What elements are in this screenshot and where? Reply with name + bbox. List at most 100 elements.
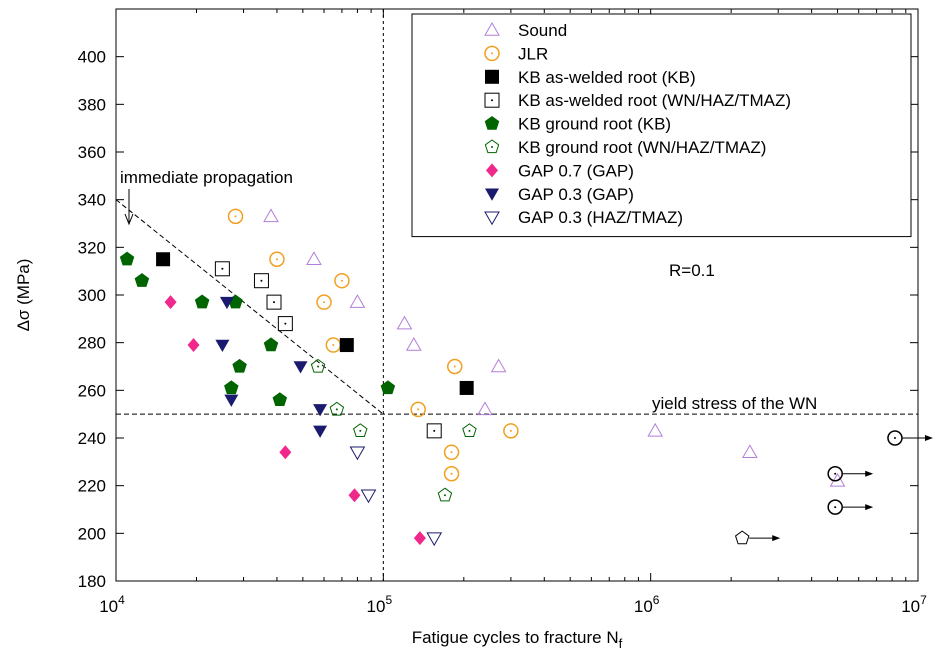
runout-arrowhead [865, 470, 874, 477]
data-point [224, 394, 239, 407]
y-tick-label: 320 [78, 238, 106, 257]
data-point [360, 489, 377, 504]
legend-label: JLR [518, 44, 548, 63]
data-point [293, 361, 308, 374]
axes: 180 200 220 240 260 280 300 320 340 360 380 400 104 1… [78, 9, 927, 616]
annotation-immediate-propagation: immediate propagation [120, 168, 293, 187]
legend-marker [484, 92, 500, 108]
data-point [334, 272, 350, 289]
data-point [349, 294, 366, 308]
data-point [214, 261, 230, 277]
data-point [490, 358, 507, 373]
data-point [269, 251, 285, 267]
data-point [413, 531, 426, 546]
legend-marker [484, 45, 500, 62]
legend-marker [484, 211, 500, 226]
data-point [215, 339, 230, 353]
data-point [443, 444, 460, 461]
annotations: immediate propagation yield stress of th… [120, 168, 817, 413]
data-points [119, 208, 933, 547]
y-tick-label: 220 [78, 477, 106, 496]
data-point [742, 444, 758, 459]
data-point [306, 251, 322, 265]
data-point [277, 316, 293, 332]
annotation-r-ratio: R=0.1 [669, 261, 715, 280]
x-tick-label: 107 [901, 593, 927, 616]
data-point [227, 208, 244, 225]
runout-arrowhead [865, 504, 874, 511]
data-point [266, 294, 282, 310]
immediate-propagation-line [115, 199, 384, 415]
legend-label: KB as-welded root (WN/HAZ/TMAZ) [518, 91, 791, 110]
data-point [316, 294, 332, 310]
data-point [447, 358, 463, 375]
runout-point [887, 430, 903, 446]
y-tick-label: 360 [78, 143, 106, 162]
data-point [310, 358, 326, 373]
data-point [325, 337, 342, 353]
reference-lines [115, 9, 918, 581]
runout-arrowhead [772, 535, 781, 542]
data-point [232, 358, 247, 373]
runout-point [827, 499, 843, 515]
data-point [263, 208, 279, 223]
legend-marker [484, 115, 500, 130]
legend-marker [485, 69, 499, 84]
data-point [224, 380, 239, 395]
data-point [503, 423, 519, 439]
data-point [410, 401, 426, 418]
legend: Sound JLR KB as-welded root (KB) KB as-weld… [411, 13, 912, 238]
annotation-yield-stress: yield stress of the WN [652, 394, 817, 413]
legend-label: Sound [518, 21, 567, 40]
x-tick-label: 104 [99, 593, 125, 616]
data-point [187, 338, 200, 353]
data-point [405, 337, 422, 351]
runout-arrowhead [924, 435, 933, 441]
legend-marker [485, 188, 499, 201]
data-point [164, 295, 177, 310]
legend-label: KB as-welded root (KB) [518, 68, 696, 87]
y-tick-label: 380 [78, 95, 106, 114]
data-point [263, 337, 279, 352]
data-point [462, 423, 477, 438]
data-point [272, 392, 288, 407]
legend-label: GAP 0.3 (GAP) [518, 185, 634, 204]
data-point [348, 488, 361, 503]
data-point [194, 294, 210, 309]
data-point [477, 401, 493, 416]
data-point [313, 404, 328, 417]
data-point [134, 273, 150, 287]
y-tick-label: 180 [78, 572, 106, 591]
y-tick-label: 340 [78, 191, 106, 210]
runout-point [734, 530, 750, 545]
y-tick-label: 200 [78, 524, 106, 543]
data-point [426, 423, 442, 439]
data-point [353, 423, 368, 438]
x-tick-label: 106 [634, 593, 660, 616]
arrowhead [124, 213, 134, 226]
y-tick-label: 400 [78, 48, 106, 67]
y-tick-label: 260 [78, 381, 106, 400]
legend-label: GAP 0.3 (HAZ/TMAZ) [518, 208, 683, 227]
data-point [459, 380, 474, 395]
x-axis-label-subscript: f [619, 636, 623, 651]
x-axis-label: Fatigue cycles to fracture Nf [412, 628, 623, 651]
x-tick-label: 105 [367, 593, 393, 616]
legend-label: KB ground root (KB) [518, 115, 671, 134]
x-axis-label-text: Fatigue cycles to fracture N [412, 628, 619, 647]
data-point [349, 446, 366, 461]
data-point [219, 296, 234, 310]
legend-marker [486, 163, 498, 178]
legend-label: GAP 0.7 (GAP) [518, 161, 634, 180]
data-point [253, 273, 269, 289]
y-axis-label: Δσ (MPa) [14, 259, 33, 332]
data-point [437, 487, 453, 502]
data-point [313, 425, 328, 438]
legend-label: KB ground root (WN/HAZ/TMAZ) [518, 138, 766, 157]
data-point [426, 532, 443, 547]
data-point [156, 252, 171, 267]
data-point [119, 251, 135, 266]
y-tick-label: 240 [78, 429, 106, 448]
data-point [647, 422, 664, 437]
